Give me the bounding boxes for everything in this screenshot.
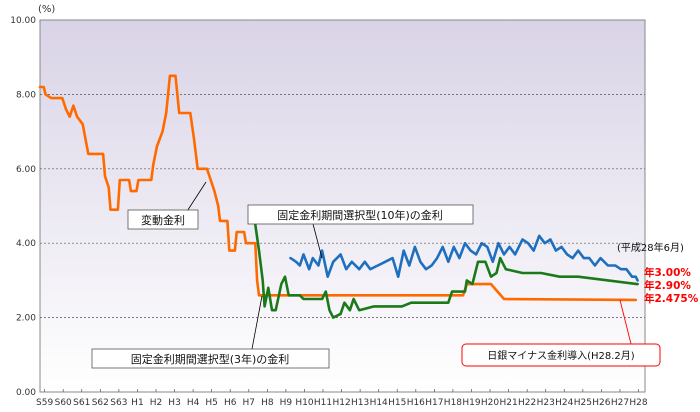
x-tick-label: H10 xyxy=(295,398,313,408)
rate-fixed3-label: 年2.90% xyxy=(644,279,691,292)
x-tick-label: H19 xyxy=(462,398,480,408)
y-tick-label: 10.00 xyxy=(10,16,36,26)
x-tick-label: H13 xyxy=(351,398,369,408)
x-tick-label: H15 xyxy=(388,398,406,408)
x-tick-label: H3 xyxy=(168,398,181,408)
fixed10-callout-line xyxy=(312,223,323,259)
rate-variable-label: 年2.475% xyxy=(644,292,699,305)
x-tick-label: H6 xyxy=(224,398,237,408)
fixed3-label-box xyxy=(91,348,330,369)
x-tick-label: H9 xyxy=(280,398,293,408)
x-tick-label: H27 xyxy=(611,398,629,408)
x-tick-label: S62 xyxy=(92,398,109,408)
x-tick-label: H23 xyxy=(537,398,555,408)
x-tick-label: H1 xyxy=(131,398,144,408)
x-tick-label: H25 xyxy=(574,398,592,408)
x-tick-label: H28 xyxy=(629,398,647,408)
boj-label: 日銀マイナス金利導入(H28.2月) xyxy=(487,349,634,362)
x-tick-label: H16 xyxy=(407,398,425,408)
y-tick-label: 8.00 xyxy=(16,90,36,100)
x-tick-label: H7 xyxy=(243,398,256,408)
x-tick-label: H11 xyxy=(314,398,332,408)
x-tick-label: H26 xyxy=(592,398,610,408)
series-line-fixed3 xyxy=(254,223,639,319)
fixed10-label-box xyxy=(247,204,474,225)
boj-callout-line xyxy=(619,299,632,345)
x-tick-label: H20 xyxy=(481,398,499,408)
fixed3-callout-line xyxy=(251,295,263,350)
series-line-fixed10 xyxy=(289,234,639,282)
x-tick-label: H14 xyxy=(370,398,388,408)
y-unit-label: (%) xyxy=(38,4,55,15)
date-label: (平成28年6月) xyxy=(617,241,684,254)
x-tick-label: S61 xyxy=(73,398,90,408)
y-tick-labels: 0.00 2.00 4.00 6.00 8.00 10.00 xyxy=(10,16,36,398)
x-tick-label: H8 xyxy=(261,398,274,408)
series-line-variable xyxy=(38,74,637,302)
x-tick-label: H22 xyxy=(518,398,536,408)
boj-label-box xyxy=(461,343,661,367)
x-tick-label: H24 xyxy=(555,398,573,408)
y-tick-label: 2.00 xyxy=(16,314,36,324)
x-tick-label: H21 xyxy=(499,398,517,408)
y-tick-label: 4.00 xyxy=(16,239,36,249)
y-tick-label: 6.00 xyxy=(16,165,36,175)
rate-fixed10-label: 年3.00% xyxy=(644,266,691,279)
x-tick-labels: S59 S60 S61 S62 S63 H1 H2 H3 H4 H5 H6 H7 H8 H9 H10 H11 H… xyxy=(36,389,648,408)
fixed3-label: 固定金利期間選択型(3年)の金利 xyxy=(131,352,290,366)
variable-label: 変動金利 xyxy=(141,213,185,227)
x-tick-label: H4 xyxy=(187,398,200,408)
series-lines xyxy=(38,74,639,319)
x-tick-label: S60 xyxy=(55,398,72,408)
x-tick-label: S63 xyxy=(110,398,127,408)
x-tick-label: H18 xyxy=(444,398,462,408)
x-tick-label: H17 xyxy=(425,398,443,408)
fixed10-label: 固定金利期間選択型(10年)の金利 xyxy=(277,208,443,222)
x-tick-label: H5 xyxy=(205,398,218,408)
x-tick-label: S59 xyxy=(36,398,53,408)
x-tick-label: H12 xyxy=(332,398,350,408)
variable-label-box xyxy=(127,209,199,230)
y-tick-label: 0.00 xyxy=(16,388,36,398)
x-tick-label: H2 xyxy=(150,398,163,408)
